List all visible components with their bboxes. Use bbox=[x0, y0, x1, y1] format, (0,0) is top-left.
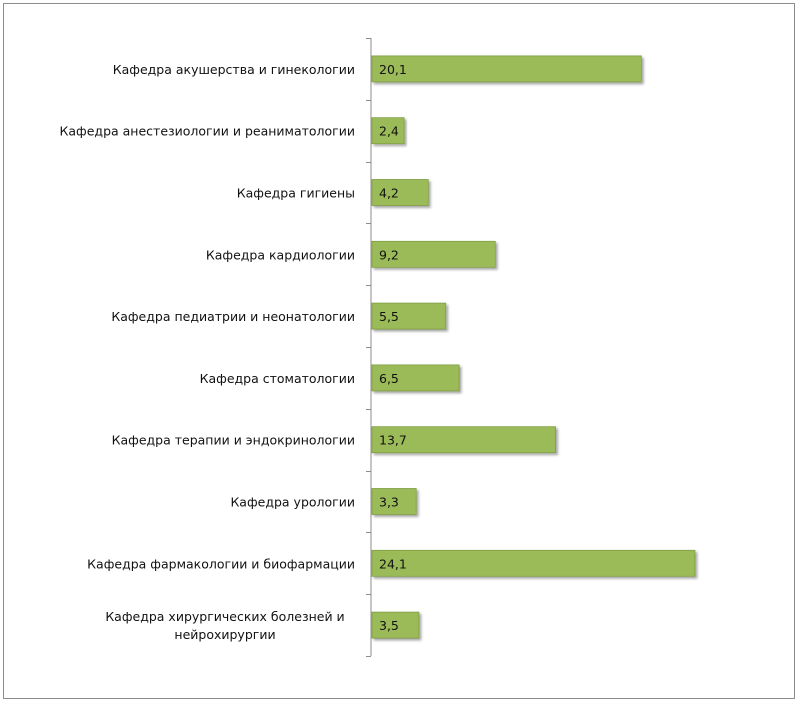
bar bbox=[371, 55, 642, 83]
data-label: 2,4 bbox=[379, 124, 399, 139]
data-label: 3,5 bbox=[379, 618, 399, 633]
bar bbox=[371, 611, 420, 639]
labels-layer: 20,1 Кафедра акушерства и гинекологии 2,4 К… bbox=[60, 62, 407, 642]
category-label: Кафедра кардиологии bbox=[206, 247, 355, 262]
category-label: Кафедра фармакологии и биофармации bbox=[87, 556, 355, 571]
data-label: 20,1 bbox=[379, 62, 407, 77]
data-label: 24,1 bbox=[379, 556, 407, 571]
category-label: Кафедра стоматологии bbox=[200, 371, 355, 386]
data-label: 5,5 bbox=[379, 309, 399, 324]
data-label: 6,5 bbox=[379, 371, 399, 386]
bar bbox=[371, 426, 556, 454]
axis-layer bbox=[366, 38, 372, 657]
category-label: Кафедра терапии и эндокринологии bbox=[112, 433, 355, 448]
bar bbox=[371, 302, 447, 330]
category-label: Кафедра акушерства и гинекологии bbox=[113, 62, 355, 77]
bar bbox=[371, 488, 417, 515]
category-label: Кафедра педиатрии и неонатологии bbox=[111, 309, 355, 324]
bar bbox=[371, 117, 405, 145]
category-label: Кафедра анестезиологии и реаниматологии bbox=[60, 124, 355, 139]
data-label: 13,7 bbox=[379, 433, 407, 448]
data-label: 9,2 bbox=[379, 247, 399, 262]
bars-layer bbox=[371, 55, 696, 639]
bar bbox=[371, 240, 496, 268]
bar bbox=[371, 364, 460, 392]
category-label: Кафедра гигиены bbox=[237, 186, 355, 201]
bar bbox=[371, 549, 696, 577]
data-label: 3,3 bbox=[379, 495, 399, 510]
bar bbox=[371, 179, 429, 206]
category-label: Кафедра урологии bbox=[230, 495, 355, 510]
category-label: Кафедра хирургических болезней и нейрохир… bbox=[105, 609, 344, 642]
data-label: 4,2 bbox=[379, 186, 399, 201]
